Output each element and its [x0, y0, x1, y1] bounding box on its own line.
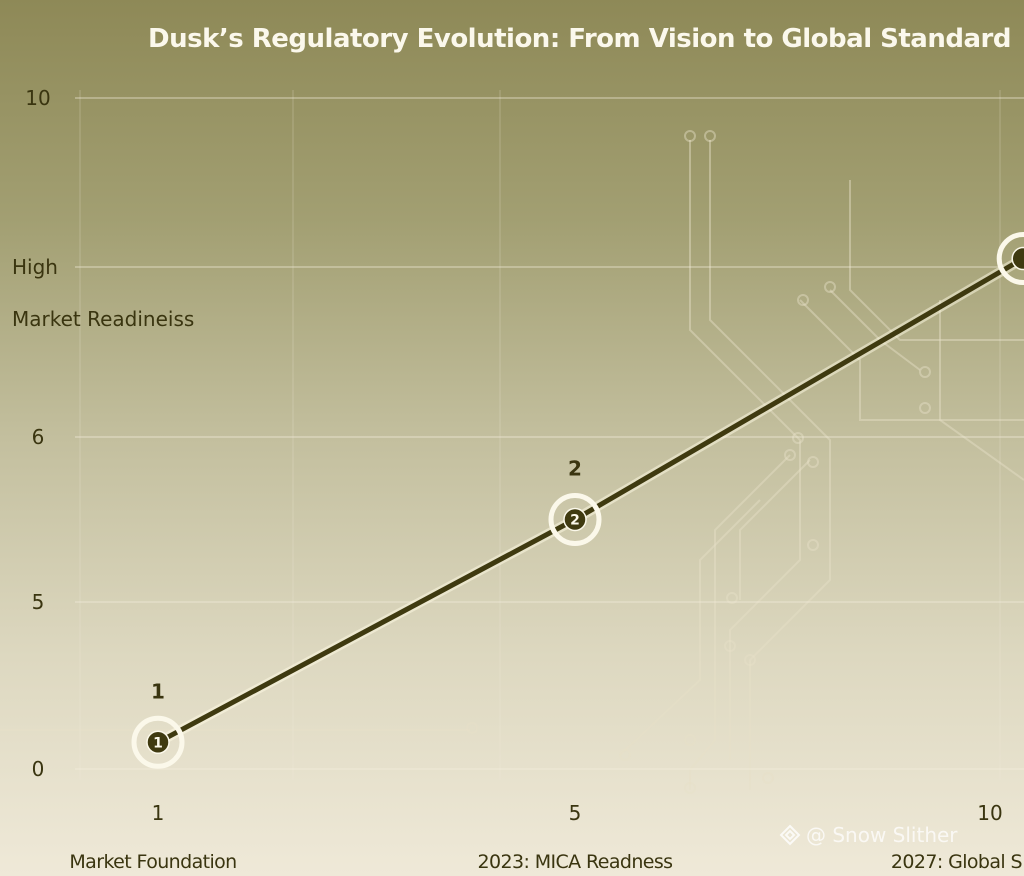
- x-tick-label: 10: [977, 801, 1002, 825]
- data-point-marker: [563, 507, 587, 532]
- x-axis: 1 Market Foundation 5 2023: MICA Readness 10…: [69, 801, 1022, 873]
- chart-title: Dusk’s Regulatory Evolution: From Vision…: [148, 24, 1011, 54]
- watermark-text: @ Snow Slither: [806, 823, 958, 847]
- y-tick-label: 5: [32, 590, 45, 614]
- y-tick-label: 10: [25, 86, 50, 110]
- watermark: @ Snow Slither: [779, 823, 958, 847]
- data-point-number: 1: [153, 735, 163, 751]
- x-tick-label: 1: [152, 801, 165, 825]
- y-axis: 0 5 6 High 10: [12, 86, 58, 781]
- data-point: 11: [131, 679, 185, 769]
- data-point: 22: [548, 457, 602, 546]
- data-point-marker: [146, 730, 170, 755]
- circuit-decoration: [0, 130, 1024, 794]
- x-category-label: Market Foundation: [69, 851, 236, 873]
- data-point-marker: [1011, 246, 1024, 271]
- watermark-logo-icon: [779, 824, 801, 846]
- grid: [75, 90, 1024, 780]
- data-point: [996, 232, 1024, 286]
- y-tick-label: 6: [32, 425, 45, 449]
- y-tick-label: High: [12, 255, 58, 279]
- data-label: 2: [568, 457, 582, 481]
- x-tick-label: 5: [569, 801, 582, 825]
- data-point-ring: [996, 232, 1024, 286]
- data-point-number: 2: [570, 513, 580, 529]
- x-category-label: 2023: MICA Readness: [478, 851, 673, 873]
- x-category-label: 2027: Global S: [891, 851, 1022, 873]
- data-label: 1: [151, 679, 165, 703]
- data-point-ring: [131, 715, 185, 769]
- data-point-ring: [548, 493, 602, 546]
- y-axis-label: Market Readineiss: [12, 307, 194, 331]
- y-tick-label: 0: [32, 757, 45, 781]
